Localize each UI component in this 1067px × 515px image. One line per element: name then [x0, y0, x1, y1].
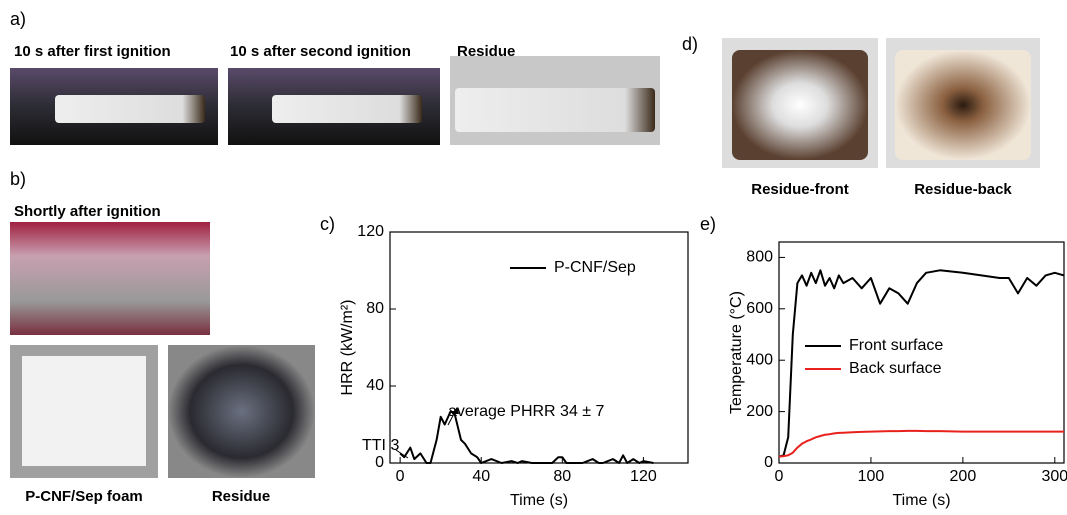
caption: Residue-front [751, 181, 849, 198]
legend-label: P-CNF/Sep [554, 259, 636, 276]
labels: a) 10 s after first ignition 10 s after … [10, 9, 1012, 505]
y-tick-label: 120 [357, 223, 384, 240]
photo-sample [272, 95, 422, 123]
caption: 10 s after first ignition [14, 43, 171, 60]
plot-frame [389, 231, 689, 464]
y-tick-label: 80 [366, 300, 384, 317]
x-tick-label: 0 [396, 468, 405, 485]
panel-label: e) [700, 214, 716, 234]
plot-frame [778, 241, 1065, 464]
panel-label: d) [682, 34, 698, 54]
caption: P-CNF/Sep foam [25, 488, 143, 505]
photo-sample [895, 50, 1031, 160]
y-tick-label: 0 [764, 454, 773, 471]
legend-label: Back surface [849, 360, 942, 377]
x-axis-label: Time (s) [892, 492, 950, 509]
y-tick-label: 800 [746, 249, 773, 266]
y-tick-label: 40 [366, 377, 384, 394]
panel-label: a) [10, 9, 26, 29]
photos [10, 38, 1040, 478]
photo-sample [455, 88, 655, 132]
photo-sample [55, 95, 205, 123]
annotation: TTI 3 [362, 437, 399, 454]
caption: Residue-back [914, 181, 1012, 198]
caption: Residue [457, 43, 515, 60]
photo-sample [732, 50, 868, 160]
caption: Residue [212, 488, 270, 505]
caption: 10 s after second ignition [230, 43, 411, 60]
y-tick-label: 600 [746, 300, 773, 317]
data-line [778, 269, 1065, 458]
panel-label: c) [320, 214, 335, 234]
panel-label: b) [10, 169, 26, 189]
x-tick-label: 120 [630, 468, 657, 485]
caption: Shortly after ignition [14, 203, 161, 220]
legend-label: Front surface [849, 337, 943, 354]
y-tick-label: 400 [746, 351, 773, 368]
y-tick-label: 200 [746, 403, 773, 420]
photo [10, 222, 210, 335]
x-tick-label: 0 [775, 468, 784, 485]
photo-sample [22, 356, 146, 466]
x-tick-label: 200 [950, 468, 977, 485]
annotation: average PHRR 34 ± 7 [448, 403, 605, 420]
x-tick-label: 80 [553, 468, 571, 485]
photo [168, 345, 315, 478]
y-tick-label: 0 [375, 454, 384, 471]
data-line [399, 410, 654, 464]
data-line [778, 429, 1064, 458]
x-tick-label: 300 [1041, 468, 1067, 485]
y-axis-label: HRR (kW/m²) [339, 300, 356, 396]
x-axis-label: Time (s) [510, 492, 568, 509]
arrowhead [452, 407, 459, 414]
x-tick-label: 40 [472, 468, 490, 485]
y-axis-label: Temperature (°C) [728, 291, 745, 414]
x-tick-label: 100 [858, 468, 885, 485]
